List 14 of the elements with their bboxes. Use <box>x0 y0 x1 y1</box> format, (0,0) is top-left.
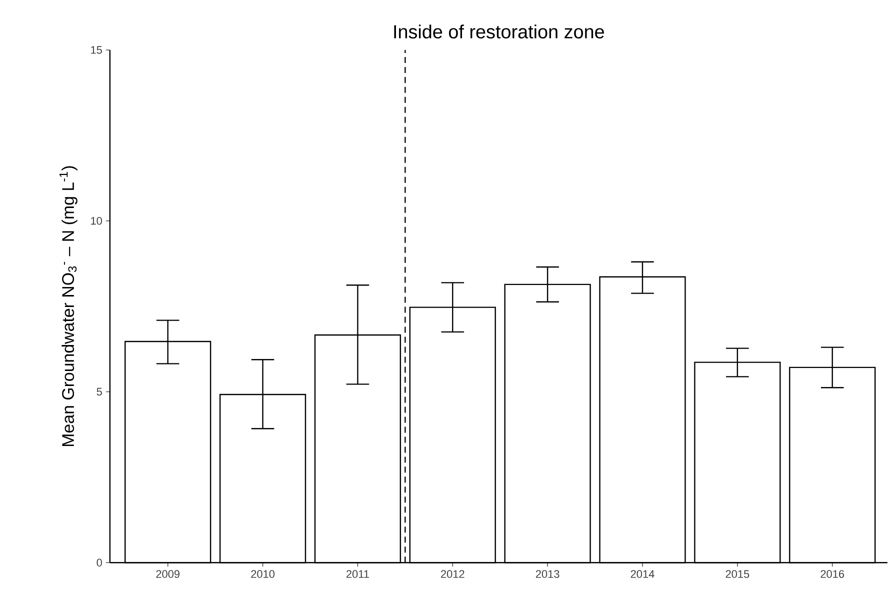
y-tick-label: 15 <box>91 46 102 54</box>
y-axis-title: Mean Groundwater NO$_{3}$$^{-}$ – N (mg L$^{-1}$) <box>59 166 78 446</box>
chart-title: Inside of restoration zone <box>394 24 604 39</box>
x-tick-label: 2013 <box>536 570 560 578</box>
x-tick-label: 2012 <box>440 570 464 578</box>
x-tick-label: 2014 <box>630 570 654 578</box>
y-tick-label: 5 <box>96 388 102 396</box>
x-tick-label: 2011 <box>346 570 369 578</box>
x-tick-label: 2016 <box>820 570 844 578</box>
y-tick-label: 0 <box>96 558 102 567</box>
y-tick-label: 10 <box>91 217 102 225</box>
x-tick-label: 2009 <box>156 570 180 578</box>
x-tick-label: 2015 <box>726 570 750 578</box>
x-tick-label: 2010 <box>251 570 275 578</box>
